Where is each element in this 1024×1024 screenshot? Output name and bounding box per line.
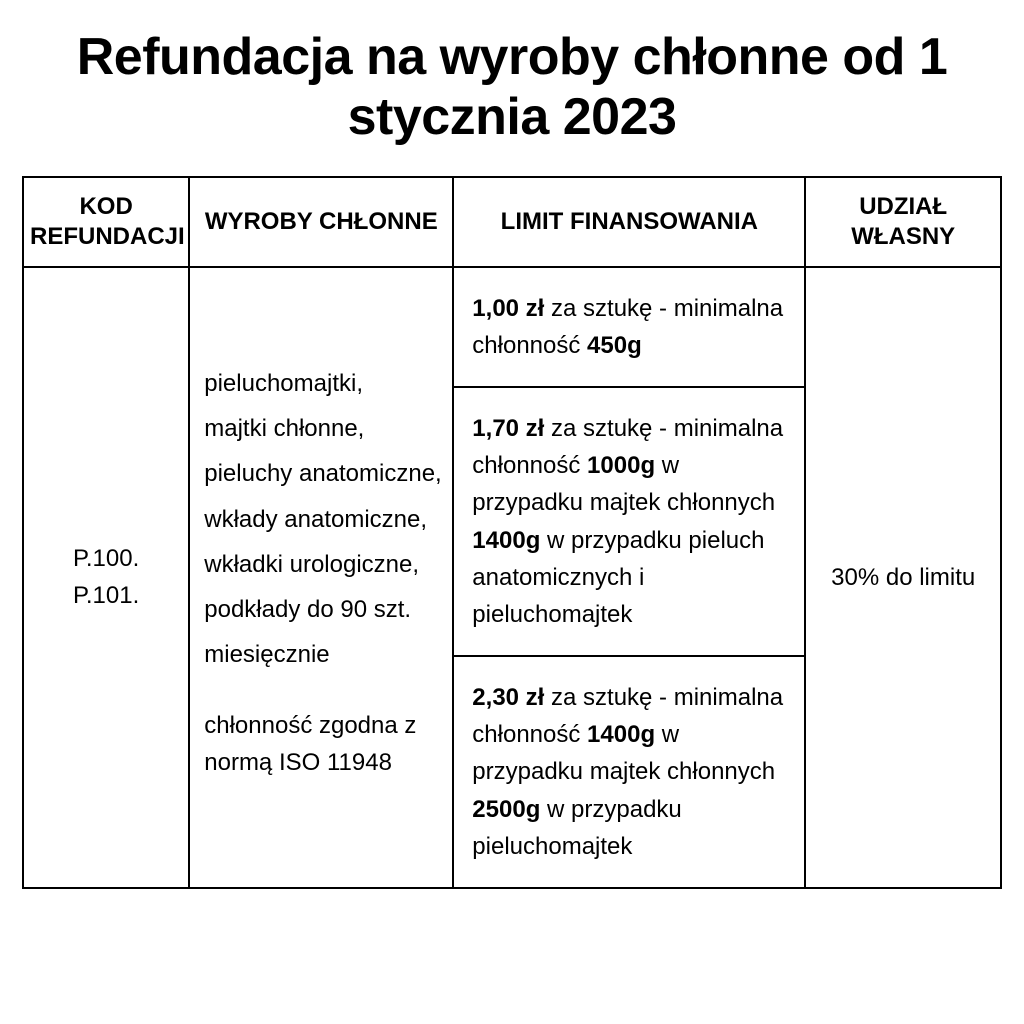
product-list: pieluchomajtki, majtki chłonne, pieluchy…: [204, 365, 442, 673]
tier3-price: 2,30 zł: [472, 684, 544, 711]
product-note: chłonność zgodna z normą ISO 11948: [204, 707, 442, 781]
col-header-code: KOD REFUNDACJI: [23, 177, 189, 267]
col-header-limit: LIMIT FINANSOWANIA: [453, 177, 805, 267]
table-row: P.100. P.101. pieluchomajtki, majtki chł…: [23, 267, 1001, 387]
product-item: podkłady do 90 szt.: [204, 591, 442, 628]
cell-own-share: 30% do limitu: [805, 267, 1001, 888]
product-item: pieluchy anatomiczne,: [204, 455, 442, 492]
cell-limit-tier2: 1,70 zł za sztukę - minimalna chłonność …: [453, 387, 805, 656]
tier3-abs2: 2500g: [472, 796, 540, 823]
tier2-abs2: 1400g: [472, 527, 540, 554]
tier2-abs1: 1000g: [587, 452, 655, 479]
cell-code: P.100. P.101.: [23, 267, 189, 888]
page-title: Refundacja na wyroby chłonne od 1 styczn…: [22, 28, 1002, 148]
product-item: majtki chłonne,: [204, 410, 442, 447]
tier2-price: 1,70 zł: [472, 415, 544, 442]
cell-limit-tier1: 1,00 zł za sztukę - minimalna chłonność …: [453, 267, 805, 387]
refund-table: KOD REFUNDACJI WYROBY CHŁONNE LIMIT FINA…: [22, 176, 1002, 889]
table-header-row: KOD REFUNDACJI WYROBY CHŁONNE LIMIT FINA…: [23, 177, 1001, 267]
cell-limit-tier3: 2,30 zł za sztukę - minimalna chłonność …: [453, 656, 805, 888]
code-p101: P.101.: [28, 577, 184, 614]
product-item: miesięcznie: [204, 636, 442, 673]
product-item: wkłady anatomiczne,: [204, 501, 442, 538]
cell-products: pieluchomajtki, majtki chłonne, pieluchy…: [189, 267, 453, 888]
tier3-abs1: 1400g: [587, 721, 655, 748]
tier1-price: 1,00 zł: [472, 295, 544, 322]
product-item: wkładki urologiczne,: [204, 546, 442, 583]
product-item: pieluchomajtki,: [204, 365, 442, 402]
tier1-abs: 450g: [587, 332, 642, 359]
col-header-own: UDZIAŁ WŁASNY: [805, 177, 1001, 267]
col-header-products: WYROBY CHŁONNE: [189, 177, 453, 267]
code-p100: P.100.: [28, 540, 184, 577]
